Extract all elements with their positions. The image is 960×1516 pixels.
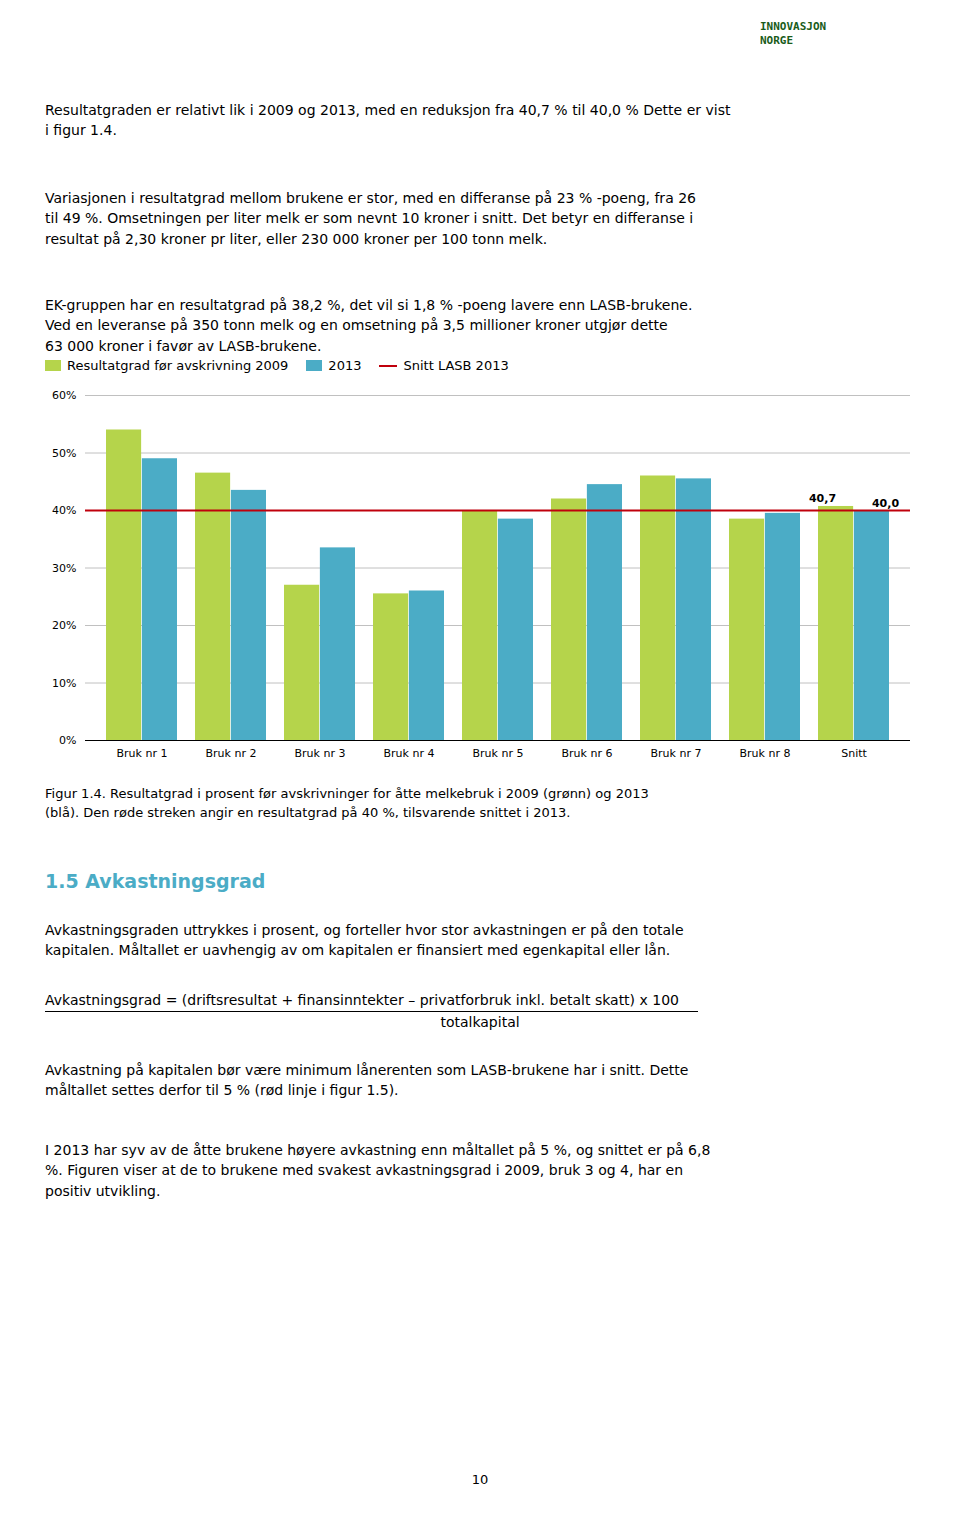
html-text:Variasjonen i resultatgrad mel: Variasjonen i resultatgrad mellom bruken… bbox=[45, 190, 696, 247]
svg-text:Bruk nr 1: Bruk nr 1 bbox=[117, 747, 168, 760]
svg-text:60%: 60% bbox=[52, 389, 76, 402]
html-text:Avkastning på kapitalen bør væ: Avkastning på kapitalen bør være minimum… bbox=[45, 1062, 689, 1099]
svg-text:Bruk nr 3: Bruk nr 3 bbox=[295, 747, 346, 760]
html-text:Figur 1.4. Resultatgrad i pros: Figur 1.4. Resultatgrad i prosent før av… bbox=[45, 786, 649, 820]
html-text:1.5 Avkastningsgrad: 1.5 Avkastningsgrad bbox=[45, 870, 266, 892]
html-text:Resultatgrad før avskrivning 2: Resultatgrad før avskrivning 2009 bbox=[67, 358, 289, 373]
svg-text:Bruk nr 6: Bruk nr 6 bbox=[562, 747, 613, 760]
html-text:Resultatgraden er relativt lik: Resultatgraden er relativt lik i 2009 og… bbox=[45, 102, 731, 139]
svg-text:0%: 0% bbox=[59, 734, 76, 747]
svg-text:40%: 40% bbox=[52, 504, 76, 517]
html-text:INNOVASJON NORGE: INNOVASJON NORGE bbox=[760, 20, 827, 48]
svg-text:20%: 20% bbox=[52, 619, 76, 632]
html-text:Avkastningsgrad = (driftsresul: Avkastningsgrad = (driftsresultat + fina… bbox=[45, 992, 679, 1008]
html-text:2013: 2013 bbox=[328, 358, 362, 373]
svg-text:40,7: 40,7 bbox=[809, 492, 836, 505]
html-text:I 2013 har syv av de åtte bruk: I 2013 har syv av de åtte brukene høyere… bbox=[45, 1142, 711, 1199]
svg-text:40,0: 40,0 bbox=[872, 497, 899, 510]
svg-text:Bruk nr 2: Bruk nr 2 bbox=[206, 747, 257, 760]
svg-text:30%: 30% bbox=[52, 562, 76, 575]
svg-text:Bruk nr 8: Bruk nr 8 bbox=[740, 747, 791, 760]
html-text:EK-gruppen har en resultatgrad: EK-gruppen har en resultatgrad på 38,2 %… bbox=[45, 297, 693, 354]
svg-text:Bruk nr 4: Bruk nr 4 bbox=[384, 747, 435, 760]
html-text:Avkastningsgraden uttrykkes i: Avkastningsgraden uttrykkes i prosent, o… bbox=[45, 922, 684, 959]
svg-text:50%: 50% bbox=[52, 447, 76, 460]
html-text:10: 10 bbox=[471, 1472, 489, 1487]
html-text:Snitt LASB 2013: Snitt LASB 2013 bbox=[403, 358, 509, 373]
html-text:totalkapital: totalkapital bbox=[440, 1014, 520, 1030]
svg-text:10%: 10% bbox=[52, 677, 76, 690]
svg-text:Bruk nr 5: Bruk nr 5 bbox=[473, 747, 524, 760]
svg-text:Snitt: Snitt bbox=[841, 747, 867, 760]
svg-text:Bruk nr 7: Bruk nr 7 bbox=[651, 747, 702, 760]
